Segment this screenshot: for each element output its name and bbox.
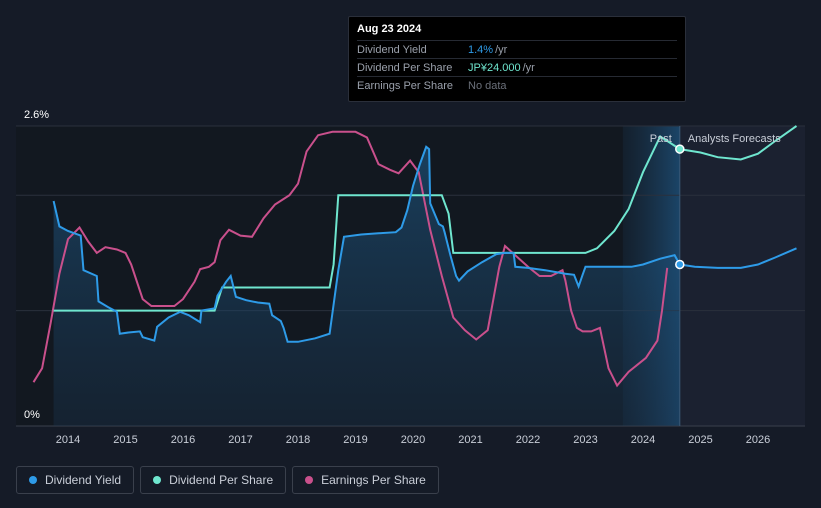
earnings-per-share-line bbox=[32, 130, 669, 388]
x-tick-label: 2017 bbox=[228, 434, 252, 446]
x-tick-label: 2015 bbox=[113, 434, 137, 446]
legend: Dividend Yield Dividend Per Share Earnin… bbox=[16, 466, 439, 494]
x-tick-label: 2018 bbox=[286, 434, 310, 446]
tooltip-unit: /yr bbox=[522, 61, 535, 74]
dividend-per-share-marker[interactable] bbox=[675, 144, 685, 154]
tooltip-value: 1.4% bbox=[468, 43, 494, 56]
hover-tooltip: Aug 23 2024 Dividend Yield 1.4% /yr Divi… bbox=[348, 16, 686, 102]
tooltip-value: No data bbox=[468, 79, 507, 92]
tooltip-unit: /yr bbox=[495, 43, 508, 56]
x-axis: 2014 2015 2016 2017 2018 2019 2020 2021 2022 2023… bbox=[56, 434, 770, 446]
tooltip-label: Earnings Per Share bbox=[357, 79, 453, 92]
x-tick-label: 2014 bbox=[56, 434, 80, 446]
legend-dividend-yield[interactable]: Dividend Yield bbox=[16, 466, 135, 494]
x-tick-label: 2024 bbox=[631, 434, 655, 446]
dot-icon bbox=[153, 476, 162, 484]
x-tick-label: 2023 bbox=[573, 434, 597, 446]
dividend-yield-marker[interactable] bbox=[675, 259, 685, 270]
x-tick-label: 2019 bbox=[343, 434, 367, 446]
x-tick-label: 2021 bbox=[458, 434, 482, 446]
dividend-yield-forecast-line bbox=[679, 247, 797, 269]
analysts-forecasts-label: Analysts Forecasts bbox=[688, 133, 781, 145]
dot-icon bbox=[29, 476, 37, 484]
x-tick-label: 2020 bbox=[401, 434, 425, 446]
tooltip-row-earnings-per-share: Earnings Per Share No data bbox=[357, 76, 677, 94]
x-tick-label: 2016 bbox=[171, 434, 195, 446]
tooltip-label: Dividend Yield bbox=[357, 43, 427, 56]
tooltip-value: JP¥24.000 bbox=[468, 61, 521, 74]
legend-dividend-per-share[interactable]: Dividend Per Share bbox=[140, 466, 287, 494]
legend-earnings-per-share[interactable]: Earnings Per Share bbox=[292, 466, 439, 494]
x-tick-label: 2022 bbox=[516, 434, 540, 446]
legend-label: Dividend Yield bbox=[45, 473, 122, 487]
dot-icon bbox=[305, 476, 314, 484]
x-tick-label: 2026 bbox=[746, 434, 770, 446]
dividend-yield-line bbox=[52, 145, 681, 343]
dividend-yield-area bbox=[53, 146, 680, 427]
tooltip-label: Dividend Per Share bbox=[357, 61, 453, 74]
past-label: Past bbox=[650, 133, 672, 145]
tooltip-row-dividend-yield: Dividend Yield 1.4% /yr bbox=[357, 40, 677, 58]
tooltip-row-dividend-per-share: Dividend Per Share JP¥24.000 /yr bbox=[357, 58, 677, 76]
forecast-region-background bbox=[679, 126, 805, 426]
y-tick-bottom: 0% bbox=[24, 409, 40, 421]
y-tick-top: 2.6% bbox=[24, 109, 49, 121]
legend-label: Dividend Per Share bbox=[169, 473, 274, 487]
tooltip-date: Aug 23 2024 bbox=[357, 23, 422, 35]
x-tick-label: 2025 bbox=[688, 434, 712, 446]
dividend-per-share-forecast-line bbox=[679, 125, 798, 161]
legend-label: Earnings Per Share bbox=[321, 473, 426, 487]
dividend-per-share-line bbox=[53, 134, 681, 312]
